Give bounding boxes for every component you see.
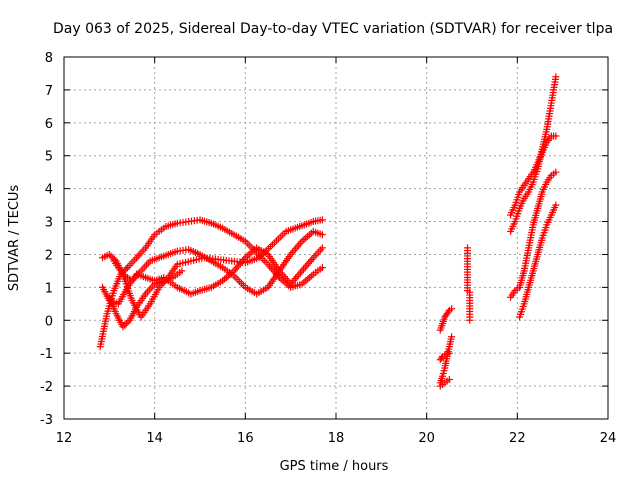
series-track-f <box>436 305 456 334</box>
y-tick-label: -2 <box>40 380 53 395</box>
series-track-i <box>436 349 453 364</box>
series-track-h <box>436 376 453 390</box>
data-point <box>107 252 115 260</box>
series-track-n <box>516 201 560 321</box>
y-tick-label: 5 <box>45 150 53 165</box>
data-point <box>552 168 560 176</box>
x-tick-label: 14 <box>146 431 163 446</box>
data-point <box>466 316 474 324</box>
data-point <box>437 354 445 362</box>
x-tick-label: 16 <box>237 431 254 446</box>
data-point <box>448 333 456 341</box>
y-tick-label: 7 <box>45 84 53 99</box>
y-tick-label: 0 <box>45 314 53 329</box>
data-point <box>122 320 130 328</box>
y-tick-label: -3 <box>40 413 53 428</box>
y-tick-label: -1 <box>40 347 53 362</box>
x-tick-label: 22 <box>509 431 526 446</box>
y-tick-label: 6 <box>45 117 53 132</box>
data-point <box>318 216 326 224</box>
data-point <box>318 244 326 252</box>
data-point <box>109 254 117 262</box>
data-point <box>445 349 453 357</box>
plot-frame <box>63 56 609 420</box>
data-marks <box>96 73 560 390</box>
series-track-j <box>463 244 474 324</box>
x-tick-label: 18 <box>328 431 345 446</box>
series-track-l <box>507 132 560 219</box>
data-point <box>552 73 560 81</box>
y-tick-label: 8 <box>45 51 53 66</box>
series-track-a <box>96 216 326 351</box>
data-point <box>444 308 452 316</box>
data-point <box>178 267 186 275</box>
grid <box>64 57 608 419</box>
data-point <box>119 323 127 331</box>
series-track-m <box>507 168 560 301</box>
data-point <box>105 250 113 258</box>
series-track-c <box>110 227 326 298</box>
data-point <box>552 132 560 140</box>
series-track-k <box>507 73 560 235</box>
data-point <box>121 321 129 329</box>
data-point <box>448 305 456 313</box>
x-tick-label: 12 <box>56 431 73 446</box>
series-track-e <box>105 267 186 331</box>
y-tick-label: 3 <box>45 216 53 231</box>
series-track-d <box>99 216 326 321</box>
y-axis-label: SDTVAR / TECUs <box>7 185 22 292</box>
data-point <box>445 376 453 384</box>
x-tick-label: 20 <box>418 431 435 446</box>
data-point <box>318 231 326 239</box>
data-point <box>552 201 560 209</box>
y-tick-label: 1 <box>45 281 53 296</box>
x-tick-label: 24 <box>600 431 617 446</box>
y-tick-label: 2 <box>45 248 53 263</box>
y-tick-label: 4 <box>45 183 53 198</box>
data-point <box>124 318 132 326</box>
x-axis-label: GPS time / hours <box>280 459 389 474</box>
data-point <box>110 255 118 263</box>
data-point <box>318 264 326 272</box>
chart-title: Day 063 of 2025, Sidereal Day-to-day VTE… <box>53 21 613 37</box>
